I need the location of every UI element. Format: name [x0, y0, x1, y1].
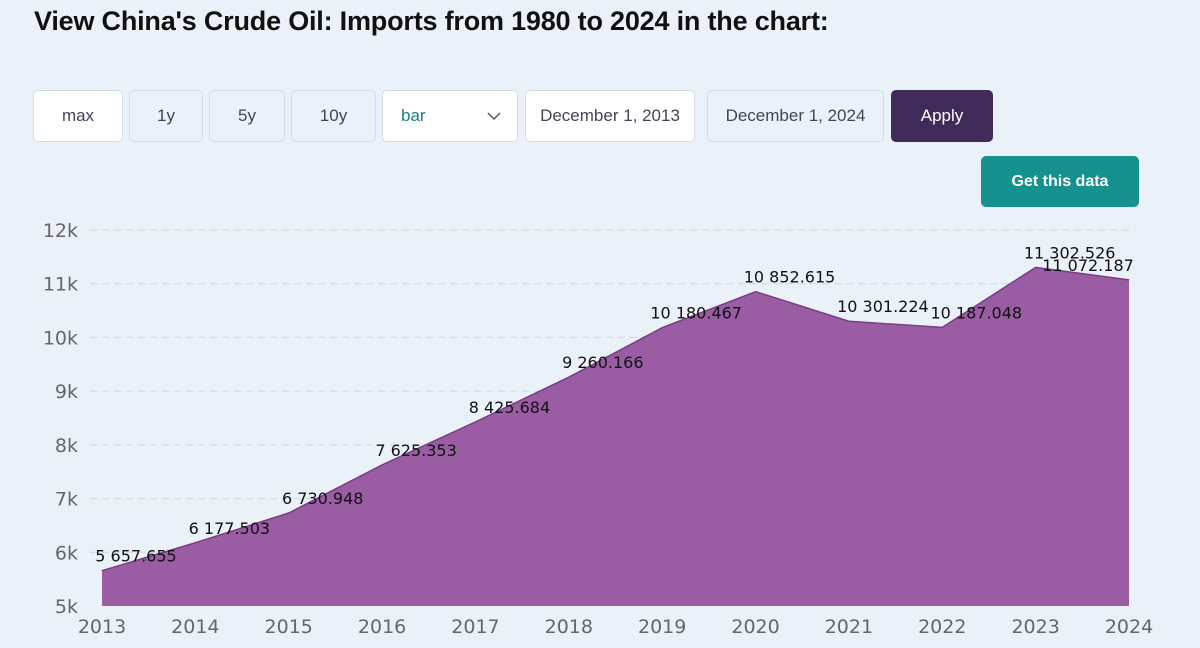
x-tick-label: 2020 — [731, 616, 779, 638]
data-label: 6 177.503 — [189, 519, 270, 538]
y-tick-label: 8k — [55, 435, 78, 457]
x-tick-label: 2016 — [358, 616, 406, 638]
data-labels: 5 657.655 6 177.503 6 730.948 7 625.353 8 42… — [95, 243, 1134, 565]
data-point — [848, 320, 850, 322]
data-label: 7 625.353 — [375, 441, 456, 460]
y-tick-label: 6k — [55, 542, 78, 564]
apply-button[interactable]: Apply — [891, 90, 993, 142]
data-point — [288, 512, 290, 514]
data-label: 10 180.467 — [650, 304, 742, 323]
data-point — [381, 464, 383, 466]
get-data-button[interactable]: Get this data — [981, 156, 1139, 207]
x-tick-label: 2019 — [638, 616, 686, 638]
data-label: 9 260.166 — [562, 353, 643, 372]
start-date-input[interactable]: December 1, 2013 — [525, 90, 695, 142]
range-5y-button[interactable]: 5y — [209, 90, 285, 142]
series-line — [101, 266, 1130, 572]
data-label: 11 072.187 — [1042, 256, 1134, 275]
range-1y-button[interactable]: 1y — [129, 90, 203, 142]
x-tick-label: 2022 — [918, 616, 966, 638]
series-area — [102, 267, 1129, 606]
data-point — [1035, 266, 1037, 268]
data-point — [568, 376, 570, 378]
data-label: 5 657.655 — [95, 547, 176, 566]
chart-type-select[interactable]: bar — [382, 90, 518, 142]
data-point — [1128, 279, 1130, 281]
page-title: View China's Crude Oil: Imports from 198… — [34, 6, 829, 36]
data-label: 10 301.224 — [837, 297, 929, 316]
range-max-button[interactable]: max — [33, 90, 123, 142]
x-tick-label: 2024 — [1105, 616, 1153, 638]
y-tick-label: 5k — [55, 596, 78, 618]
x-axis: 2013 2014 2015 2016 2017 2018 2019 2020 2021 2022… — [78, 616, 1153, 638]
y-tick-label: 7k — [55, 489, 78, 511]
chart-area-layer — [101, 266, 1130, 606]
data-label: 10 187.048 — [930, 303, 1022, 322]
chevron-down-icon — [487, 111, 501, 120]
data-point — [474, 421, 476, 423]
x-tick-label: 2015 — [265, 616, 313, 638]
x-tick-label: 2017 — [451, 616, 499, 638]
y-tick-label: 10k — [43, 327, 78, 349]
data-label: 11 302.526 — [1024, 243, 1116, 262]
x-tick-label: 2023 — [1011, 616, 1059, 638]
x-tick-label: 2014 — [171, 616, 219, 638]
y-tick-label: 9k — [55, 381, 78, 403]
data-label: 6 730.948 — [282, 489, 363, 508]
y-tick-label: 12k — [43, 220, 78, 242]
data-point — [194, 542, 196, 544]
data-label: 10 852.615 — [744, 268, 836, 287]
data-label: 8 425.684 — [469, 398, 550, 417]
x-tick-label: 2021 — [825, 616, 873, 638]
range-10y-button[interactable]: 10y — [291, 90, 376, 142]
x-tick-label: 2018 — [545, 616, 593, 638]
y-axis: 5k 6k 7k 8k 9k 10k 11k 12k — [43, 220, 78, 618]
end-date-input[interactable]: December 1, 2024 — [707, 90, 884, 142]
data-point — [755, 291, 757, 293]
x-tick-label: 2013 — [78, 616, 126, 638]
data-point — [101, 570, 103, 572]
y-tick-label: 11k — [43, 274, 78, 296]
data-point — [941, 326, 943, 328]
chart-type-selected-value: bar — [401, 106, 426, 125]
data-point — [661, 327, 663, 329]
